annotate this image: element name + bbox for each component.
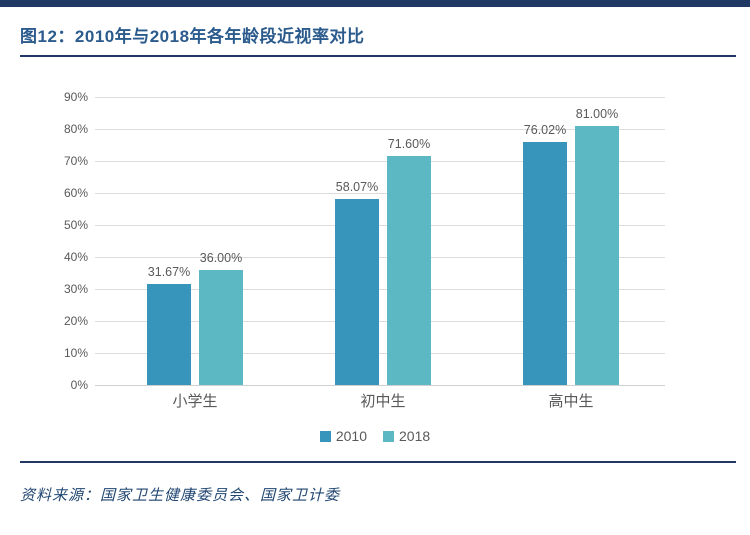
bar-2018-高中生 bbox=[575, 125, 619, 385]
value-label-2018-高中生: 81.00% bbox=[575, 106, 619, 121]
gridline-70 bbox=[95, 161, 665, 162]
y-axis-tick-label: 60% bbox=[63, 186, 88, 200]
value-label-2018-初中生: 71.60% bbox=[387, 136, 431, 151]
bar-2010-高中生 bbox=[523, 141, 567, 385]
legend-swatch-2018 bbox=[383, 430, 394, 442]
footer-divider-rule bbox=[20, 461, 736, 463]
y-axis-tick-label: 50% bbox=[63, 218, 88, 232]
legend-item-2018: 2018 bbox=[383, 429, 430, 443]
data-source-note: 资料来源：国家卫生健康委员会、国家卫计委 bbox=[20, 488, 341, 504]
gridline-40 bbox=[95, 257, 665, 258]
value-label-2010-小学生: 31.67% bbox=[147, 264, 191, 279]
bar-2018-小学生 bbox=[199, 269, 243, 385]
gridline-80 bbox=[95, 129, 665, 130]
gridline-30 bbox=[95, 289, 665, 290]
y-axis-tick-label: 80% bbox=[63, 122, 88, 136]
bar-2018-初中生 bbox=[387, 155, 431, 385]
value-label-2010-高中生: 76.02% bbox=[523, 122, 567, 137]
chart-legend: 2010 2018 bbox=[0, 427, 750, 445]
y-axis-tick-label: 40% bbox=[63, 250, 88, 264]
x-axis-label-高中生: 高中生 bbox=[548, 393, 594, 410]
legend-item-2010: 2010 bbox=[319, 428, 367, 444]
y-axis-tick-label: 20% bbox=[63, 314, 88, 328]
gridline-60 bbox=[95, 193, 665, 194]
y-axis-tick-label: 0% bbox=[70, 378, 88, 392]
x-axis-label-小学生: 小学生 bbox=[172, 393, 218, 410]
value-label-2018-小学生: 36.00% bbox=[199, 250, 243, 265]
bar-2010-小学生 bbox=[147, 283, 191, 385]
bar-2010-初中生 bbox=[335, 199, 379, 385]
gridline-0 bbox=[95, 385, 665, 386]
y-axis-tick-label: 30% bbox=[63, 282, 88, 296]
y-axis-tick-label: 10% bbox=[63, 346, 88, 360]
y-axis-tick-label: 70% bbox=[63, 154, 88, 168]
gridline-10 bbox=[95, 353, 665, 354]
title-divider-rule bbox=[20, 55, 736, 57]
gridline-20 bbox=[95, 321, 665, 322]
legend-label-2010: 2010 bbox=[335, 428, 367, 444]
legend-label-2018: 2018 bbox=[399, 428, 431, 444]
value-label-2010-初中生: 58.07% bbox=[335, 180, 379, 195]
figure-title: 图12：2010年与2018年各年龄段近视率对比 bbox=[20, 27, 365, 46]
legend-swatch-2010 bbox=[319, 430, 331, 442]
x-axis-label-初中生: 初中生 bbox=[360, 393, 406, 410]
gridline-50 bbox=[95, 225, 665, 226]
top-accent-bar bbox=[0, 0, 750, 7]
bar-chart: 0% 10% 20% 30% 40% 50% 60% 70% 80% 90% 31.67% 36.00… bbox=[63, 90, 665, 410]
gridline-90 bbox=[95, 97, 665, 98]
y-axis-tick-label: 90% bbox=[63, 90, 88, 104]
